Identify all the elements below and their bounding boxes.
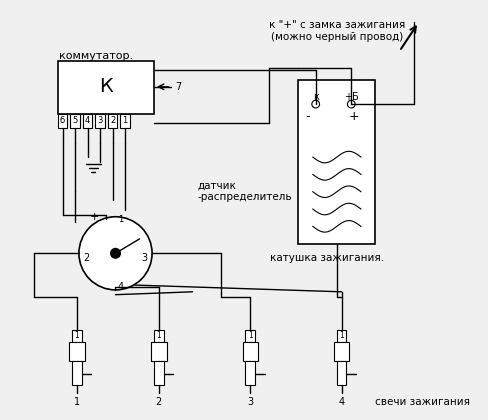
Circle shape (312, 100, 320, 108)
Bar (245, 330, 255, 342)
Bar (83, 114, 92, 128)
Bar (243, 342, 258, 361)
Bar (69, 342, 85, 361)
Bar (298, 80, 375, 244)
Bar (154, 330, 163, 342)
Bar (334, 342, 349, 361)
Bar (70, 114, 80, 128)
Text: (можно черный провод): (можно черный провод) (271, 32, 403, 42)
Text: +Б: +Б (344, 92, 359, 102)
Text: катушка зажигания.: катушка зажигания. (270, 253, 384, 263)
Text: -распределитель: -распределитель (197, 192, 292, 202)
Text: б: б (60, 116, 65, 125)
Text: 1: 1 (75, 331, 80, 340)
Text: свечи зажигания: свечи зажигания (375, 397, 470, 407)
Text: 1: 1 (248, 331, 253, 340)
Text: -: - (306, 110, 310, 123)
Text: +: + (90, 212, 99, 222)
Text: 7: 7 (175, 82, 181, 92)
Bar (245, 361, 255, 385)
Circle shape (79, 217, 152, 290)
Text: 1: 1 (339, 331, 344, 340)
Circle shape (111, 249, 121, 258)
Bar (151, 342, 166, 361)
Text: 4: 4 (339, 397, 345, 407)
Text: 5: 5 (72, 116, 78, 125)
Text: 3: 3 (98, 116, 103, 125)
Bar (121, 114, 130, 128)
Text: 3: 3 (142, 253, 147, 263)
Text: +: + (349, 110, 360, 123)
Text: К: К (99, 77, 113, 96)
Text: 2: 2 (156, 397, 162, 407)
Text: 1: 1 (118, 215, 123, 224)
Bar (72, 361, 82, 385)
Bar (337, 361, 346, 385)
Text: к "+" с замка зажигания: к "+" с замка зажигания (269, 20, 405, 30)
Text: 3: 3 (247, 397, 253, 407)
Bar (108, 114, 118, 128)
Text: 1: 1 (122, 116, 128, 125)
Text: 2: 2 (110, 116, 115, 125)
Bar (95, 114, 105, 128)
Bar (58, 61, 154, 114)
Text: 4: 4 (117, 282, 123, 292)
Bar (58, 114, 67, 128)
Bar (72, 330, 82, 342)
Text: коммутатор.: коммутатор. (59, 51, 133, 61)
Text: -: - (121, 212, 125, 222)
Bar (154, 361, 163, 385)
Text: 1: 1 (157, 331, 161, 340)
Text: 1: 1 (74, 397, 80, 407)
Circle shape (347, 100, 355, 108)
Bar (337, 330, 346, 342)
Text: к: к (313, 92, 319, 102)
Text: 4: 4 (85, 116, 90, 125)
Text: датчик: датчик (197, 181, 236, 191)
Text: 2: 2 (83, 253, 90, 263)
